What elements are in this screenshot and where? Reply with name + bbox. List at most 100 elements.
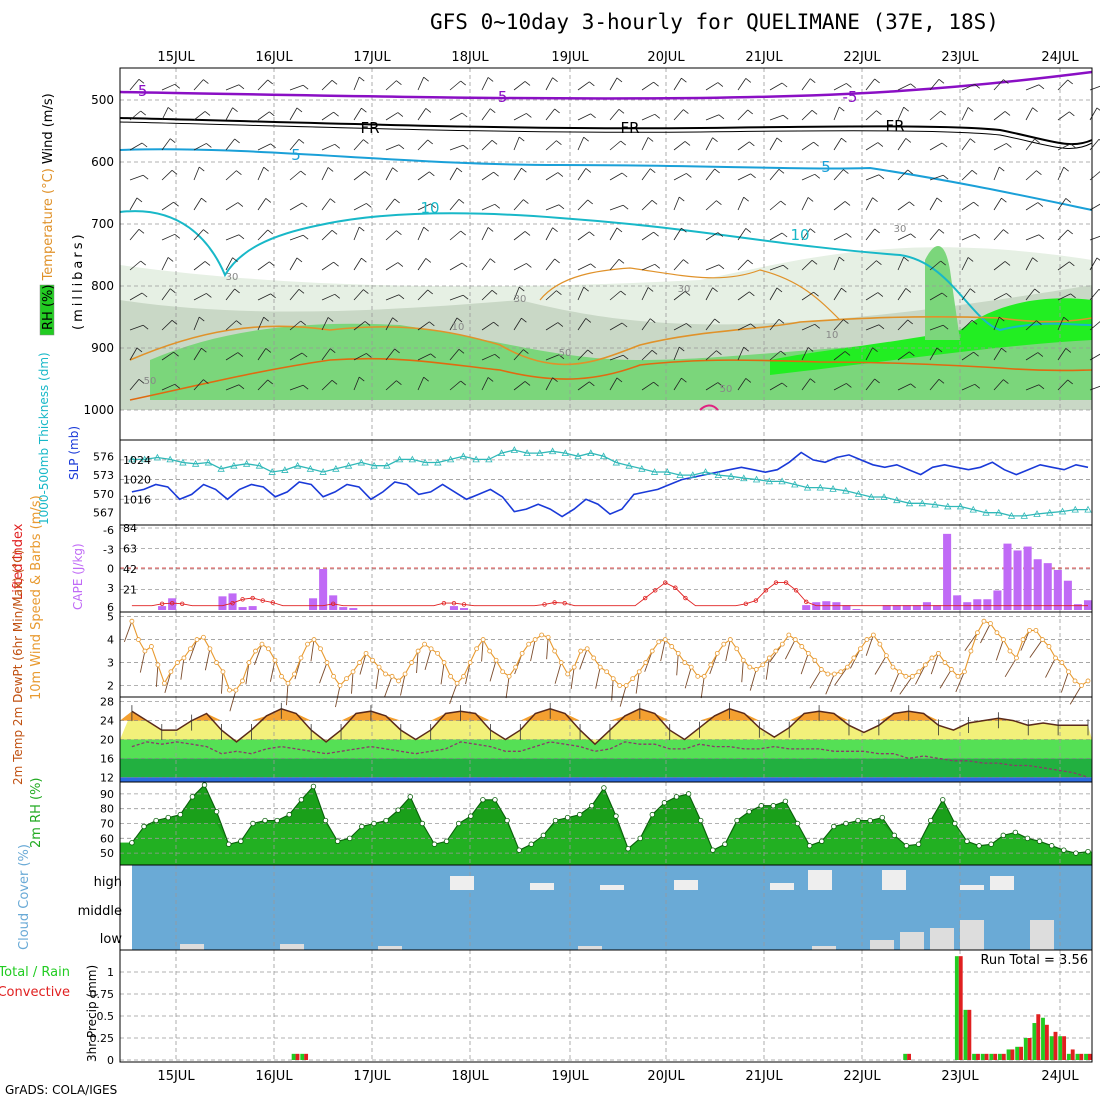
wind-speed-point [545, 634, 551, 640]
wind-barb [321, 79, 333, 91]
ytick-precip: 0.5 [97, 1010, 115, 1023]
contour-line [129, 315, 1093, 366]
wind-barb-10m [644, 650, 653, 672]
wind-barb [129, 347, 138, 361]
cloud-level-label: low [100, 932, 123, 947]
wind-barb [321, 348, 331, 361]
wind-speed-point [962, 669, 967, 675]
wind-barb [641, 381, 654, 391]
wind-barb [545, 258, 555, 271]
wind-speed-point [936, 650, 941, 656]
wind-speed-point [487, 648, 493, 654]
rh-point [347, 835, 353, 842]
wind-barb-flag [138, 378, 145, 384]
rh-point [129, 840, 135, 846]
wind-barb-10m [684, 667, 692, 689]
wind-barb [481, 77, 489, 91]
thickness-point [510, 446, 519, 453]
contour-label: 10 [452, 322, 465, 333]
wind-barb-flag [1037, 352, 1044, 357]
wind-barb-10m [286, 683, 289, 706]
wind-barb-flag [938, 228, 945, 234]
thickness-point [1084, 505, 1092, 513]
contour-line [119, 117, 1093, 146]
wind-barb [417, 289, 429, 301]
wind-barb [289, 84, 304, 91]
wind-barb-10m [351, 671, 354, 694]
wind-speed-point [597, 664, 603, 670]
wind-speed-point [721, 641, 727, 647]
wind-barb-flag [174, 233, 181, 239]
wind-barb-flag [142, 324, 149, 330]
wind-barb [353, 353, 367, 361]
cape-bar [882, 605, 891, 610]
date-label-bottom: 24JUL [1041, 1069, 1079, 1084]
temp-band-blue [120, 777, 1092, 782]
wind-barb [1025, 234, 1040, 241]
wind-barb [609, 322, 623, 331]
date-label-top: 15JUL [157, 50, 195, 65]
wind-speed-point [162, 680, 167, 686]
wind-speed-point [409, 660, 414, 665]
wind-barb [417, 139, 429, 151]
wind-barb-flag [232, 257, 238, 262]
thickness-point [1033, 510, 1041, 517]
ytick-slp: 1020 [123, 474, 151, 487]
slp-ylabel: SLP (mb) [67, 426, 81, 480]
wind-barb-flag [493, 321, 499, 327]
wind-speed-point [922, 662, 928, 668]
wind-barb-flag [140, 260, 146, 266]
wind-barb-flag [903, 256, 909, 262]
wind-barb-10m [660, 639, 666, 662]
wind-barb [705, 350, 717, 361]
ytick-temp: 20 [100, 734, 114, 747]
wind-barb [545, 377, 553, 391]
wind-barb-flag [552, 77, 558, 82]
rh-point [1085, 848, 1091, 855]
cloud-low-bar [280, 944, 304, 950]
wind-barb-flag [813, 141, 819, 147]
wind-barb [1025, 202, 1039, 211]
contour-label: 5 [291, 146, 301, 164]
cloud-ylabel: Cloud Cover (%) [17, 844, 32, 950]
wind-speed-point [955, 673, 961, 679]
wind-barb [929, 229, 940, 241]
wind-barb-flag [456, 167, 463, 173]
wind-speed-point [909, 673, 915, 679]
cape-bar [1033, 559, 1042, 610]
wind-barb-flag [967, 257, 974, 262]
wind-speed-point [344, 676, 349, 682]
wind-barb [673, 227, 682, 241]
ytick-slp: 1024 [123, 454, 151, 467]
wind-barb [641, 168, 651, 181]
wind-barb [993, 261, 1006, 271]
wind-barb [225, 352, 239, 361]
wind-barb [801, 259, 813, 271]
wind-barb [257, 198, 267, 211]
wind-barb-flag [878, 174, 885, 180]
date-label-bottom: 16JUL [255, 1069, 293, 1084]
wind-barb [609, 259, 620, 271]
wind-barb-flag [814, 173, 821, 179]
wind-barb [897, 169, 909, 181]
wind-barb-flag [712, 137, 718, 142]
wind-barb [449, 349, 460, 361]
wind-barb [865, 378, 875, 391]
wind-barb [609, 204, 624, 211]
ytick-thickness: 573 [93, 469, 114, 482]
wind-barb-flag [686, 323, 692, 328]
li-point [240, 597, 245, 602]
wind-barb-flag [776, 137, 783, 143]
wind-barb [161, 257, 169, 271]
wind-speed-point [396, 678, 401, 684]
contour-label: 30 [894, 224, 907, 235]
wind-barb [929, 110, 941, 121]
wind-barb [961, 383, 975, 391]
rh-point [855, 817, 861, 824]
rh-fill-band [120, 823, 1092, 865]
wind-barb [577, 199, 589, 211]
wind-barb [513, 231, 526, 241]
wind-barb-flag [938, 78, 945, 84]
wind-speed-point [201, 634, 206, 640]
rh-point [903, 843, 910, 849]
